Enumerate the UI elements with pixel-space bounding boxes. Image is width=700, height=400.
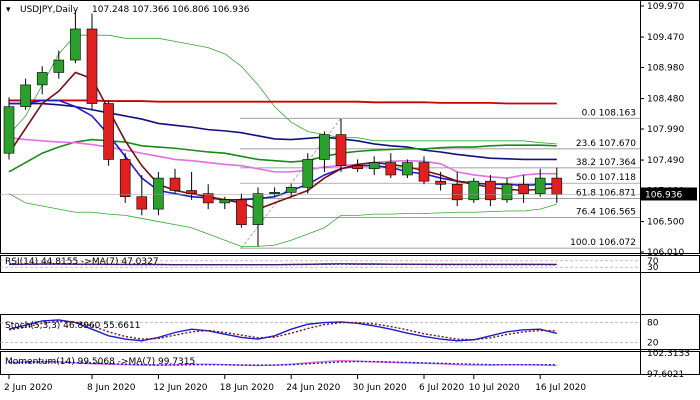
- last-price-label: 106.936: [645, 190, 682, 200]
- x-tick-label: 8 Jun 2020: [87, 383, 136, 393]
- candle-body: [252, 193, 264, 225]
- candle-body: [518, 183, 529, 194]
- candle-body: [451, 183, 463, 201]
- candle-body: [551, 177, 563, 195]
- candle-body: [501, 183, 513, 201]
- x-tick-label: 24 Jun 2020: [286, 383, 340, 393]
- momentum-tick-label: 102.3133: [647, 349, 690, 359]
- fib-label: 100.0 106.072: [570, 238, 636, 248]
- fib-label: 38.2 107.364: [576, 158, 636, 168]
- stoch-tick-label: 80: [647, 319, 659, 329]
- candle-body: [70, 28, 81, 61]
- candle-body: [485, 180, 496, 201]
- fib-label: 61.8 106.871: [576, 189, 636, 199]
- candle-body: [36, 72, 48, 86]
- rsi-tick-label: 70: [647, 257, 659, 267]
- x-tick-label: 2 Jun 2020: [4, 383, 53, 393]
- header-symbol: USDJPY,Daily: [20, 5, 79, 15]
- price-tick-label: 107.490: [647, 156, 684, 166]
- candle-body: [319, 134, 330, 160]
- price-tick-label: 109.470: [647, 33, 684, 43]
- price-tick-label: 109.970: [647, 2, 684, 12]
- x-tick-label: 30 Jun 2020: [353, 383, 407, 393]
- candle-body: [3, 106, 15, 154]
- rsi-label: RSI(14) 44.8155 ->MA(7) 47.0327: [5, 257, 159, 267]
- candle-body: [219, 199, 231, 204]
- candle-body: [468, 180, 480, 201]
- stoch-label: Stoch(5,3,3) 46.8960 55.6611: [5, 321, 140, 331]
- candle-body: [368, 162, 380, 170]
- last-price-box: [641, 187, 697, 201]
- candle-body: [335, 134, 347, 166]
- bollinger-lower: [8, 193, 557, 247]
- momentum-series-line: [8, 360, 557, 366]
- fib-label: 0.0 108.163: [582, 108, 636, 118]
- candle-body: [136, 196, 148, 210]
- bollinger-upper: [8, 34, 557, 145]
- fib-label: 50.0 107.118: [576, 173, 636, 183]
- momentum-tick-label: 97.6021: [647, 370, 684, 380]
- candle-body: [153, 177, 164, 210]
- x-tick-label: 10 Jul 2020: [469, 383, 520, 393]
- candle-body: [53, 59, 65, 73]
- x-tick-label: 12 Jun 2020: [153, 383, 207, 393]
- candle-body: [352, 165, 363, 170]
- fib-label: 76.4 106.565: [576, 208, 636, 218]
- stoch-layer: 80 20: [0, 319, 659, 348]
- candle-body: [402, 162, 413, 176]
- price-tick-label: 107.990: [647, 125, 684, 135]
- candle-body: [385, 162, 397, 176]
- candle-body: [103, 103, 114, 160]
- header-ohlc: 107.248 107.366 106.806 106.936: [92, 5, 250, 15]
- ma-line-ma_green: [8, 138, 557, 173]
- candle-body: [169, 177, 181, 191]
- candle-body: [202, 193, 214, 204]
- x-tick-label: 18 Jun 2020: [220, 383, 274, 393]
- stoch-panel-frame: [0, 314, 700, 350]
- stoch-series-line: [8, 319, 557, 342]
- candle-body: [285, 187, 297, 193]
- ma-line-ma_red: [9, 99, 557, 105]
- candle-body: [302, 159, 314, 188]
- candle-body: [119, 159, 131, 198]
- price-tick-label: 106.500: [647, 218, 684, 228]
- candle-body: [20, 84, 31, 107]
- price-tick-label: 108.980: [647, 64, 684, 74]
- candle-body: [418, 162, 430, 182]
- price-tick-label: 108.480: [647, 95, 684, 105]
- ma-line-ma_magenta: [8, 136, 557, 179]
- rsi-series-line: [8, 263, 557, 266]
- symbol-arrow-icon: ▾: [6, 5, 11, 15]
- stoch-tick-label: 20: [647, 338, 659, 348]
- ma-line-ma_slow: [9, 102, 557, 161]
- price-layer: 109.970 109.470 108.980 108.480 107.990 107.4…: [0, 2, 697, 258]
- x-tick-label: 6 Jul 2020: [419, 383, 464, 393]
- momentum-label: Momentum(14) 99.5068 ->MA(7) 99.7315: [5, 357, 195, 367]
- momentum-layer: 102.3133 97.6021: [8, 349, 690, 380]
- price-tick-label: 106.010: [647, 248, 684, 258]
- candle-body: [435, 180, 446, 185]
- x-tick-label: 16 Jul 2020: [535, 383, 586, 393]
- candle-body: [186, 190, 197, 194]
- candle-body: [86, 28, 98, 104]
- x-axis: 2 Jun 2020 8 Jun 2020 12 Jun 2020 18 Jun 20…: [4, 375, 586, 393]
- candle-body: [534, 177, 546, 194]
- rsi-tick-label: 30: [647, 263, 659, 273]
- candle-body: [269, 192, 280, 194]
- candle-body: [236, 199, 247, 225]
- stoch-series-line: [8, 320, 557, 341]
- fib-label: 23.6 107.670: [576, 139, 636, 149]
- ma-line-ma_mid: [8, 71, 557, 210]
